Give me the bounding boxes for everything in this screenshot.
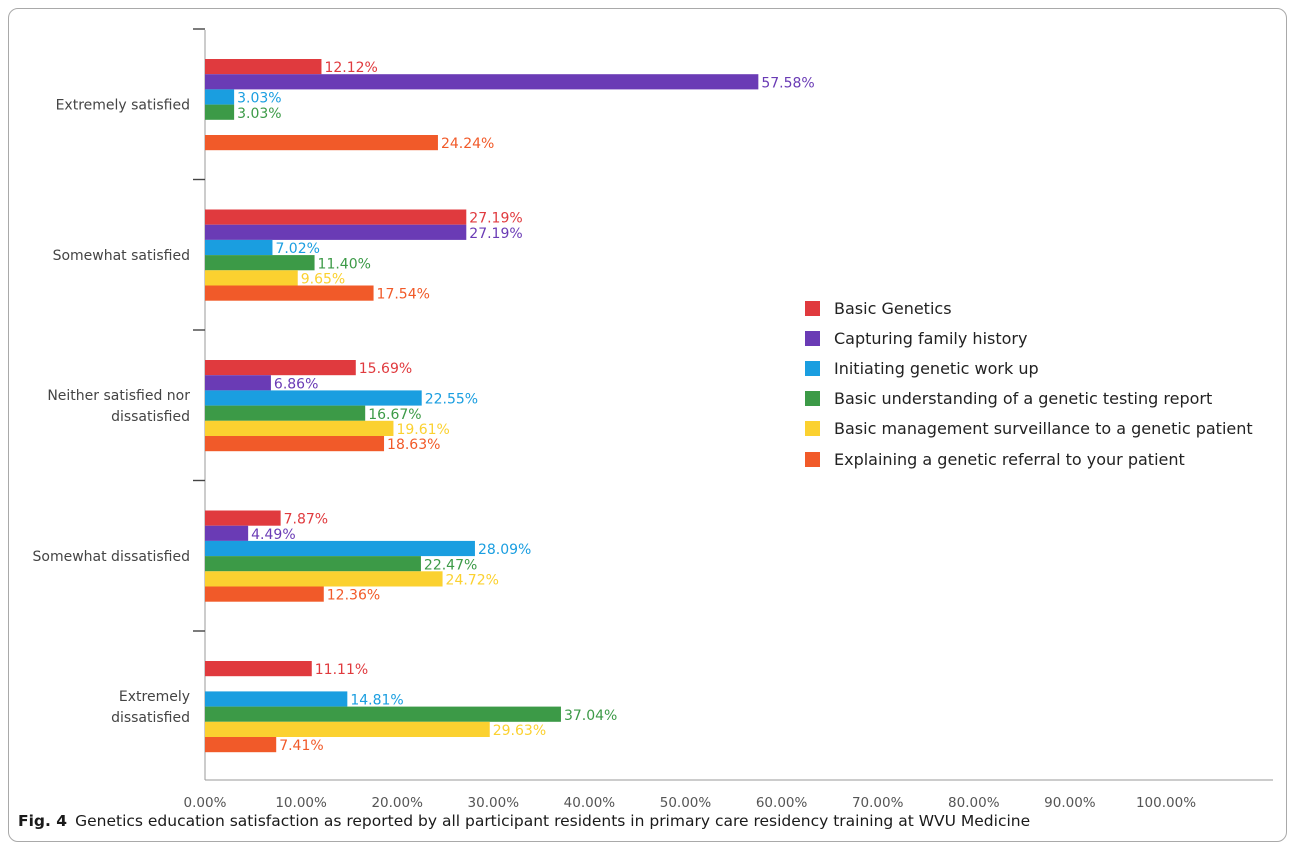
- bar-initiating-genetic-work-up: [205, 89, 235, 105]
- figure-label: Fig. 4: [18, 812, 68, 830]
- bar-explaining-a-genetic-referral-to-your-patient: [205, 285, 374, 301]
- x-tick-label: 80.00%: [948, 795, 1000, 811]
- x-tick-label: 100.00%: [1136, 795, 1196, 811]
- bar-explaining-a-genetic-referral-to-your-patient: [205, 135, 438, 151]
- bar-data-label: 11.11%: [315, 662, 368, 678]
- bar-data-label: 37.04%: [564, 708, 617, 724]
- x-tick-label: 40.00%: [564, 795, 616, 811]
- x-tick-label: 10.00%: [275, 795, 327, 811]
- legend-label: Basic management surveillance to a genet…: [834, 419, 1253, 439]
- bar-data-label: 4.49%: [251, 527, 295, 543]
- bar-basic-genetics: [205, 209, 467, 225]
- bar-data-label: 9.65%: [301, 272, 345, 288]
- bar-data-label: 16.67%: [368, 407, 421, 423]
- legend-label: Basic Genetics: [834, 298, 952, 318]
- legend-swatch: [805, 421, 820, 437]
- bar-data-label: 6.86%: [274, 376, 318, 392]
- bar-data-label: 15.69%: [359, 361, 412, 377]
- bar-capturing-family-history: [205, 74, 759, 90]
- bar-basic-understanding-of-a-genetic-testing-report: [205, 255, 315, 271]
- bar-basic-genetics: [205, 510, 281, 526]
- bar-data-label: 27.19%: [469, 226, 522, 242]
- legend-swatch: [805, 391, 820, 407]
- bar-data-label: 24.72%: [446, 573, 499, 589]
- legend-item-basic-management-surveillance-to-a-genetic-patient: Basic management surveillance to a genet…: [805, 414, 1253, 444]
- bar-basic-understanding-of-a-genetic-testing-report: [205, 706, 561, 722]
- legend-swatch: [805, 451, 820, 467]
- figure-frame: [8, 8, 1287, 842]
- bar-data-label: 29.63%: [493, 723, 546, 739]
- x-tick-label: 30.00%: [468, 795, 520, 811]
- x-tick-label: 50.00%: [660, 795, 712, 811]
- legend: Basic Genetics Capturing family history In…: [805, 293, 1253, 474]
- bar-initiating-genetic-work-up: [205, 540, 475, 557]
- legend-label: Explaining a genetic referral to your pa…: [834, 449, 1185, 469]
- bar-data-label: 57.58%: [761, 75, 814, 91]
- bar-data-label: 7.02%: [275, 241, 319, 257]
- category-label: dissatisfied: [111, 409, 190, 425]
- x-tick-label: 60.00%: [756, 795, 808, 811]
- bar-explaining-a-genetic-referral-to-your-patient: [205, 737, 277, 753]
- bar-data-label: 19.61%: [396, 422, 449, 438]
- bar-basic-understanding-of-a-genetic-testing-report: [205, 405, 366, 421]
- bar-initiating-genetic-work-up: [205, 691, 348, 707]
- legend-swatch: [805, 360, 820, 376]
- bar-initiating-genetic-work-up: [205, 390, 422, 406]
- bar-data-label: 7.41%: [279, 738, 323, 754]
- bar-explaining-a-genetic-referral-to-your-patient: [205, 436, 385, 452]
- bar-initiating-genetic-work-up: [205, 239, 273, 256]
- x-tick-label: 70.00%: [852, 795, 904, 811]
- bar-basic-genetics: [205, 360, 356, 376]
- legend-label: Capturing family history: [834, 328, 1028, 348]
- legend-item-basic-genetics: Basic Genetics: [805, 293, 1253, 323]
- bar-basic-understanding-of-a-genetic-testing-report: [205, 556, 421, 572]
- legend-item-initiating-genetic-work-up: Initiating genetic work up: [805, 353, 1253, 383]
- bar-data-label: 14.81%: [350, 693, 403, 709]
- legend-label: Initiating genetic work up: [834, 358, 1039, 378]
- bar-basic-genetics: [205, 59, 322, 75]
- bar-capturing-family-history: [205, 375, 271, 391]
- legend-swatch: [805, 330, 820, 346]
- bar-data-label: 24.24%: [441, 136, 494, 152]
- x-tick-label: 0.00%: [184, 795, 227, 811]
- bar-capturing-family-history: [205, 525, 249, 541]
- bar-explaining-a-genetic-referral-to-your-patient: [205, 586, 324, 602]
- category-label: dissatisfied: [111, 710, 190, 726]
- bar-basic-genetics: [205, 661, 312, 677]
- bar-data-label: 12.12%: [324, 60, 377, 76]
- bar-data-label: 11.40%: [318, 256, 371, 272]
- bar-data-label: 17.54%: [377, 287, 430, 303]
- bar-data-label: 22.55%: [425, 392, 478, 408]
- legend-item-explaining-a-genetic-referral-to-your-patient: Explaining a genetic referral to your pa…: [805, 444, 1253, 474]
- x-tick-label: 90.00%: [1044, 795, 1096, 811]
- bar-data-label: 12.36%: [327, 588, 380, 604]
- figure-caption: Fig. 4 Genetics education satisfaction as…: [18, 812, 1278, 830]
- category-label: Somewhat satisfied: [53, 248, 190, 264]
- bar-basic-understanding-of-a-genetic-testing-report: [205, 104, 235, 120]
- x-tick-label: 20.00%: [371, 795, 423, 811]
- legend-item-capturing-family-history: Capturing family history: [805, 323, 1253, 353]
- caption-text: Genetics education satisfaction as repor…: [75, 812, 1031, 830]
- category-label: Extremely satisfied: [56, 98, 190, 114]
- legend-swatch: [805, 300, 820, 316]
- bar-capturing-family-history: [205, 224, 467, 240]
- bar-data-label: 7.87%: [284, 512, 328, 528]
- category-label: Extremely: [119, 689, 190, 705]
- bar-data-label: 22.47%: [424, 557, 477, 573]
- bar-basic-management-surveillance-to-a-genetic-patient: [205, 420, 394, 436]
- bar-basic-management-surveillance-to-a-genetic-patient: [205, 721, 490, 737]
- legend-label: Basic understanding of a genetic testing…: [834, 389, 1213, 409]
- category-label: Somewhat dissatisfied: [33, 549, 190, 565]
- bar-basic-management-surveillance-to-a-genetic-patient: [205, 270, 298, 286]
- bar-data-label: 27.19%: [469, 211, 522, 227]
- bar-data-label: 3.03%: [237, 106, 281, 122]
- bar-data-label: 28.09%: [478, 542, 531, 558]
- legend-item-basic-understanding-of-a-genetic-testing-report: Basic understanding of a genetic testing…: [805, 384, 1253, 414]
- bar-data-label: 18.63%: [387, 437, 440, 453]
- bar-data-label: 3.03%: [237, 91, 281, 107]
- bar-basic-management-surveillance-to-a-genetic-patient: [205, 571, 443, 587]
- category-label: Neither satisfied nor: [47, 388, 190, 404]
